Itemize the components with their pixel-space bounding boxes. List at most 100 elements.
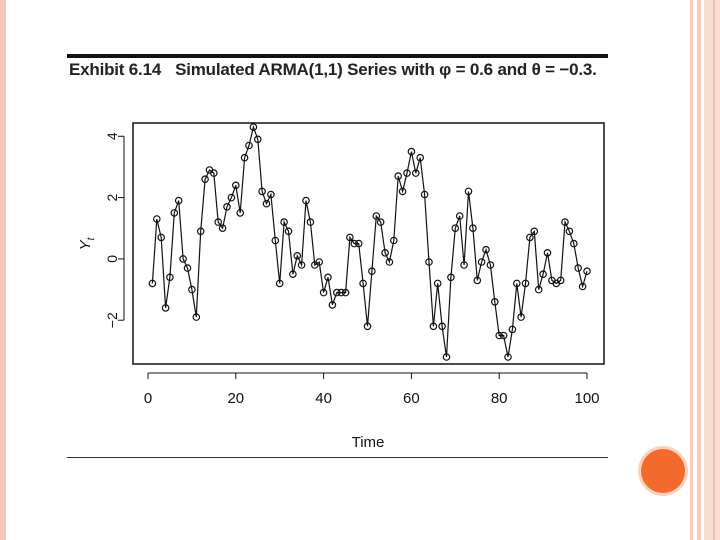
data-point [451,224,460,233]
data-point [508,325,517,334]
data-point [569,239,578,248]
data-point [556,276,565,285]
y-tick-label: 4 [104,132,120,140]
data-point [332,288,341,297]
data-point [433,279,442,288]
data-point [407,147,416,156]
data-point [381,249,389,257]
data-point [258,187,266,196]
data-point [372,212,381,220]
data-point [227,193,236,202]
data-point [477,258,486,266]
data-point [385,258,394,266]
data-point [429,322,438,331]
data-point [346,233,354,242]
data-point [319,288,328,297]
x-tick-label: 80 [491,390,508,407]
data-point [486,261,495,269]
data-point [574,264,583,272]
data-point [517,313,525,321]
data-point [504,353,512,361]
y-axis-label: Yt [77,236,97,250]
data-point [240,153,249,162]
data-point [245,141,253,150]
data-point [188,285,196,294]
right-border-stripe [704,0,720,540]
data-point [521,279,530,288]
exhibit-bottom-rule [67,457,608,458]
data-point [341,288,350,297]
data-point [192,313,201,321]
data-point [473,276,482,285]
data-point [469,224,477,233]
data-point [411,169,420,177]
data-point [232,181,240,190]
data-point [157,233,166,242]
data-point [376,218,385,226]
data-point [354,239,363,248]
y-tick-label: −2 [104,312,120,328]
slide-decoration-circle [641,449,685,493]
data-point [275,279,284,288]
data-point [490,297,499,306]
data-point [363,322,372,331]
data-point [425,258,433,266]
data-point [306,218,315,226]
data-point [324,273,332,282]
data-point [578,282,587,291]
data-point [368,267,376,276]
data-point [201,175,209,184]
data-point [350,239,359,248]
x-tick-label: 0 [144,390,152,407]
x-axis-label: Time [352,434,385,451]
data-point [284,227,293,236]
data-point [280,218,288,226]
data-point [297,261,306,269]
x-tick-label: 100 [574,390,599,407]
data-point [170,209,179,217]
data-point [302,196,310,205]
exhibit-title: Exhibit 6.14 Simulated ARMA(1,1) Series w… [67,60,597,82]
right-border-stripe [690,0,693,540]
data-point [218,224,227,233]
data-point [289,270,297,279]
data-point [464,187,473,196]
data-point [394,172,403,180]
data-point [438,322,446,331]
data-point [482,245,490,254]
data-point [179,255,187,263]
data-point [196,227,205,236]
data-point [148,279,157,288]
plot-frame [132,122,605,365]
x-tick-label: 40 [315,390,332,407]
x-tick-label: 60 [403,390,420,407]
data-point [315,258,324,266]
data-point [583,267,591,276]
data-point [495,331,504,340]
y-axis-label-subscript: t [86,236,97,240]
y-tick-label: 0 [104,255,120,263]
data-point [398,187,407,196]
data-point [249,123,258,131]
data-point [512,279,521,288]
data-point [253,135,262,144]
series-line [151,125,588,358]
data-point [214,218,223,226]
data-point [236,209,245,217]
data-point [293,252,302,260]
y-tick-label: 2 [104,193,120,201]
y-axis-label-main: Y [77,239,94,250]
data-point [447,273,455,282]
data-point [328,301,337,309]
data-point [420,190,429,199]
data-point [534,285,543,294]
left-border-stripe [0,0,6,540]
data-point [416,153,425,162]
data-point [561,218,569,226]
data-point [499,331,508,340]
data-point [565,227,574,236]
data-point [166,273,174,282]
data-point [153,215,161,223]
data-point [460,261,468,269]
